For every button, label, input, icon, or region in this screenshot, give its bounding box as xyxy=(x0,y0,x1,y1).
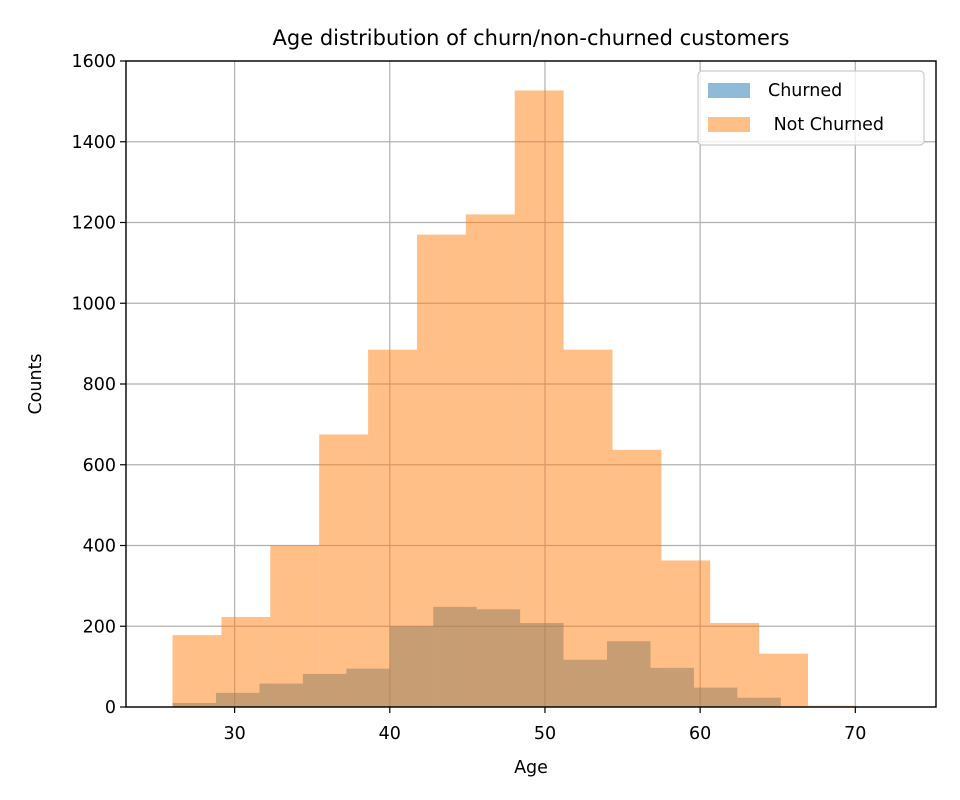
y-tick-label: 1400 xyxy=(71,133,116,153)
legend-label: Not Churned xyxy=(768,115,884,135)
histogram-bar-not-churned xyxy=(172,635,222,707)
histogram-bar-not-churned xyxy=(514,90,564,707)
y-axis-label: Counts xyxy=(26,353,46,414)
legend-swatch xyxy=(708,117,750,132)
x-tick-label: 60 xyxy=(689,724,711,744)
histogram-bar-not-churned xyxy=(368,349,417,707)
histogram-bar-not-churned xyxy=(465,214,515,708)
y-tick-label: 800 xyxy=(83,375,116,395)
plot-frame xyxy=(125,60,937,708)
legend-swatch xyxy=(708,83,750,98)
x-axis-label: Age xyxy=(514,758,548,778)
histogram-bar-not-churned xyxy=(319,434,369,707)
x-tick-label: 40 xyxy=(379,724,401,744)
x-tick-label: 70 xyxy=(844,724,866,744)
chart-title: Age distribution of churn/non-churned cu… xyxy=(273,26,790,50)
legend: Churned Not Churned xyxy=(697,70,925,146)
y-tick-label: 400 xyxy=(83,537,116,557)
histogram-bar-not-churned xyxy=(612,449,662,707)
histogram-bars xyxy=(172,90,906,708)
y-tick-label: 1200 xyxy=(71,214,116,234)
axis-ticks: 30 40 50 60 70 0 200 400 600 800 1000 1200 1400 1600 xyxy=(71,52,866,744)
y-tick-label: 0 xyxy=(105,698,116,718)
x-tick-label: 50 xyxy=(534,724,556,744)
histogram-bar-not-churned xyxy=(563,349,613,707)
x-tick-label: 30 xyxy=(223,724,245,744)
legend-label: Churned xyxy=(768,81,842,101)
y-tick-label: 1600 xyxy=(71,52,116,72)
histogram-bar-not-churned xyxy=(416,234,466,708)
histogram-bar-not-churned xyxy=(221,616,271,707)
y-tick-label: 600 xyxy=(83,456,116,476)
y-tick-label: 1000 xyxy=(71,294,116,314)
histogram-bar-not-churned xyxy=(661,560,711,707)
legend-box xyxy=(697,70,925,146)
y-tick-label: 200 xyxy=(83,617,116,637)
histogram-bar-not-churned xyxy=(710,623,760,707)
histogram-bar-not-churned xyxy=(759,653,808,707)
histogram-bar-not-churned xyxy=(270,545,320,707)
